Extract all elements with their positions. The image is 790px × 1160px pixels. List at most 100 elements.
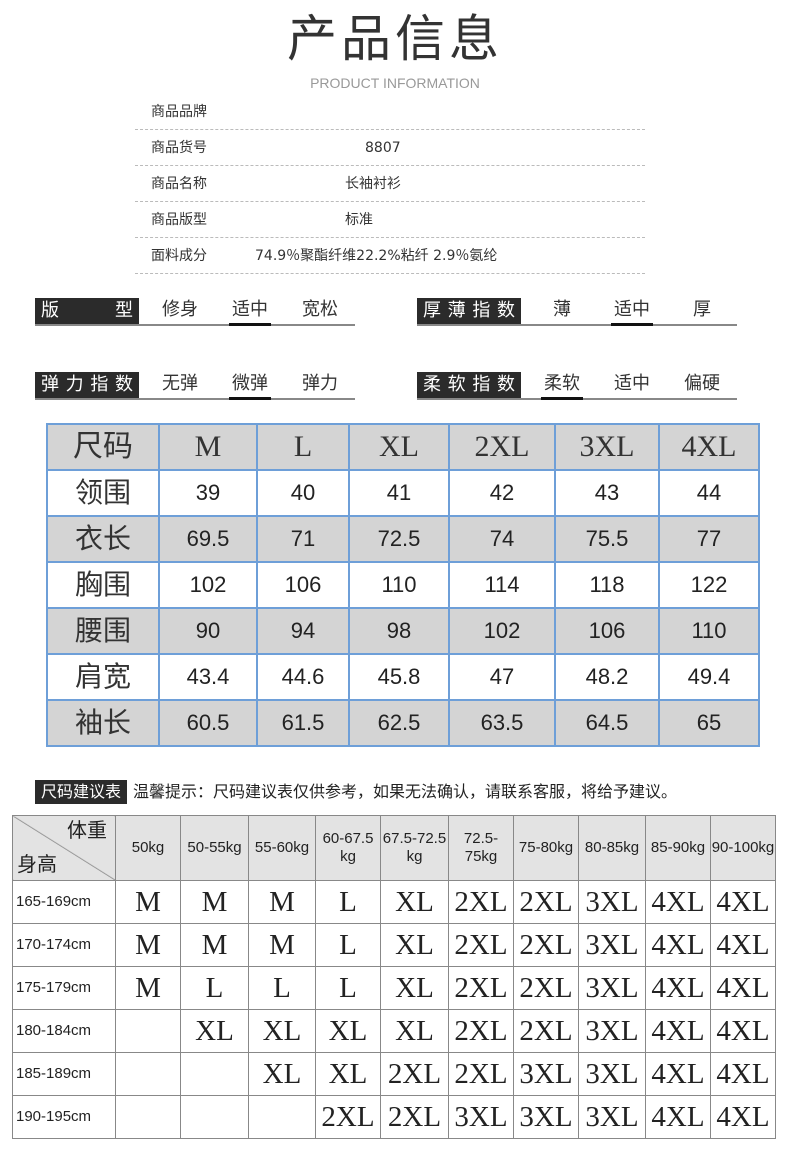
attribute-option: 薄: [553, 299, 571, 320]
attribute-3: 柔软指数 柔软 适中 偏硬: [417, 372, 737, 400]
recommended-size: 2XL: [448, 923, 514, 967]
measure-value: 94: [256, 607, 350, 655]
recommended-size: 3XL: [578, 880, 646, 924]
recommend-row: 180-184cm XL XL XL XL 2XL 2XL 3XL 4XL 4XL: [12, 1009, 776, 1053]
measure-value: 62.5: [348, 699, 450, 747]
recommended-size: M: [115, 880, 181, 924]
weight-cell: 50kg: [115, 815, 181, 881]
info-label: 商品版型: [151, 211, 207, 228]
recommended-size: 2XL: [513, 1009, 579, 1053]
size-row: 衣长 69.5 71 72.5 74 75.5 77: [46, 515, 760, 563]
recommended-size: L: [248, 966, 316, 1010]
weight-cell: 85-90kg: [645, 815, 711, 881]
recommended-size: 2XL: [380, 1095, 449, 1139]
measure-value: 71: [256, 515, 350, 563]
recommend-row: 175-179cm M L L L XL 2XL 2XL 3XL 4XL 4XL: [12, 966, 776, 1010]
measure-value: 43: [554, 469, 660, 517]
recommend-row: 165-169cm M M M L XL 2XL 2XL 3XL 4XL 4XL: [12, 880, 776, 924]
info-row: 面料成分 74.9％聚酯纤维22.2%粘纤 2.9％氨纶: [135, 238, 645, 274]
measure-value: 39: [158, 469, 258, 517]
recommended-size: 3XL: [578, 1009, 646, 1053]
recommended-size: L: [180, 966, 249, 1010]
weight-cell: 50-55kg: [180, 815, 249, 881]
attribute-option: 适中: [597, 298, 667, 326]
recommended-size: M: [180, 880, 249, 924]
measure-value: 122: [658, 561, 760, 609]
recommended-size: XL: [248, 1052, 316, 1096]
recommended-size: 4XL: [710, 923, 776, 967]
recommended-size: 2XL: [315, 1095, 381, 1139]
recommended-size: 2XL: [380, 1052, 449, 1096]
recommended-size: 2XL: [448, 1052, 514, 1096]
weight-cell: 72.5-75kg: [448, 815, 514, 881]
recommended-size: 3XL: [578, 966, 646, 1010]
recommended-size: 2XL: [448, 1009, 514, 1053]
measure-value: 45.8: [348, 653, 450, 701]
measure-value: 102: [448, 607, 556, 655]
recommended-size: 4XL: [645, 1095, 711, 1139]
measure-value: 61.5: [256, 699, 350, 747]
recommended-size: 4XL: [710, 1052, 776, 1096]
measure-name: 胸围: [46, 561, 160, 609]
recommended-size: XL: [380, 966, 449, 1010]
measure-name: 袖长: [46, 699, 160, 747]
recommended-size: XL: [180, 1009, 249, 1053]
size-tip: 尺码建议表 温馨提示：尺码建议表仅供参考，如果无法确认，请联系客服，将给予建议。: [35, 780, 677, 804]
recommended-size: 4XL: [645, 966, 711, 1010]
recommended-size: [248, 1095, 316, 1139]
recommended-size: 2XL: [513, 923, 579, 967]
measure-value: 60.5: [158, 699, 258, 747]
attribute-option: 柔软: [527, 372, 597, 400]
size-header-row: 尺码 M L XL 2XL 3XL 4XL: [46, 423, 760, 471]
size-header-cell: L: [256, 423, 350, 471]
measure-value: 118: [554, 561, 660, 609]
recommended-size: 3XL: [578, 923, 646, 967]
recommended-size: [115, 1095, 181, 1139]
recommended-size: 4XL: [710, 966, 776, 1010]
recommended-size: XL: [315, 1052, 381, 1096]
size-header-cell: 尺码: [46, 423, 160, 471]
weight-cell: 90-100kg: [710, 815, 776, 881]
recommended-size: M: [115, 966, 181, 1010]
recommended-size: 4XL: [710, 1009, 776, 1053]
recommended-size: 3XL: [578, 1052, 646, 1096]
weight-cell: 60-67.5 kg: [315, 815, 381, 881]
recommended-size: L: [315, 880, 381, 924]
measure-value: 74: [448, 515, 556, 563]
measure-value: 42: [448, 469, 556, 517]
measure-value: 44: [658, 469, 760, 517]
info-value: 8807: [365, 139, 401, 156]
recommended-size: 4XL: [645, 1052, 711, 1096]
recommended-size: 4XL: [645, 880, 711, 924]
recommended-size: [115, 1052, 181, 1096]
recommended-size: M: [248, 880, 316, 924]
measure-value: 75.5: [554, 515, 660, 563]
measure-value: 110: [658, 607, 760, 655]
measure-value: 69.5: [158, 515, 258, 563]
size-header-cell: 4XL: [658, 423, 760, 471]
size-recommend-label: 尺码建议表: [35, 780, 128, 804]
recommended-size: 3XL: [513, 1095, 579, 1139]
recommended-size: XL: [380, 923, 449, 967]
info-value: 标准: [345, 211, 373, 228]
height-cell: 180-184cm: [12, 1009, 116, 1053]
recommended-size: 3XL: [578, 1095, 646, 1139]
info-label: 商品品牌: [151, 103, 207, 120]
attribute-option: 宽松: [302, 299, 338, 320]
recommended-size: 3XL: [513, 1052, 579, 1096]
height-label: 身高: [17, 854, 57, 876]
info-row: 商品版型 标准: [135, 202, 645, 238]
recommend-row: 190-195cm 2XL 2XL 3XL 3XL 3XL 4XL 4XL: [12, 1095, 776, 1139]
attribute-option: 微弹: [215, 372, 285, 400]
size-header-cell: XL: [348, 423, 450, 471]
recommended-size: [115, 1009, 181, 1053]
measure-value: 106: [554, 607, 660, 655]
info-value: 长袖衬衫: [345, 175, 401, 192]
weight-label: 体重: [67, 820, 107, 842]
size-row: 胸围 102 106 110 114 118 122: [46, 561, 760, 609]
attribute-0: 版型 修身 适中 宽松: [35, 298, 355, 326]
size-tip-text: 温馨提示：尺码建议表仅供参考，如果无法确认，请联系客服，将给予建议。: [133, 782, 678, 801]
height-cell: 175-179cm: [12, 966, 116, 1010]
measure-value: 47: [448, 653, 556, 701]
info-label: 商品货号: [151, 139, 207, 156]
